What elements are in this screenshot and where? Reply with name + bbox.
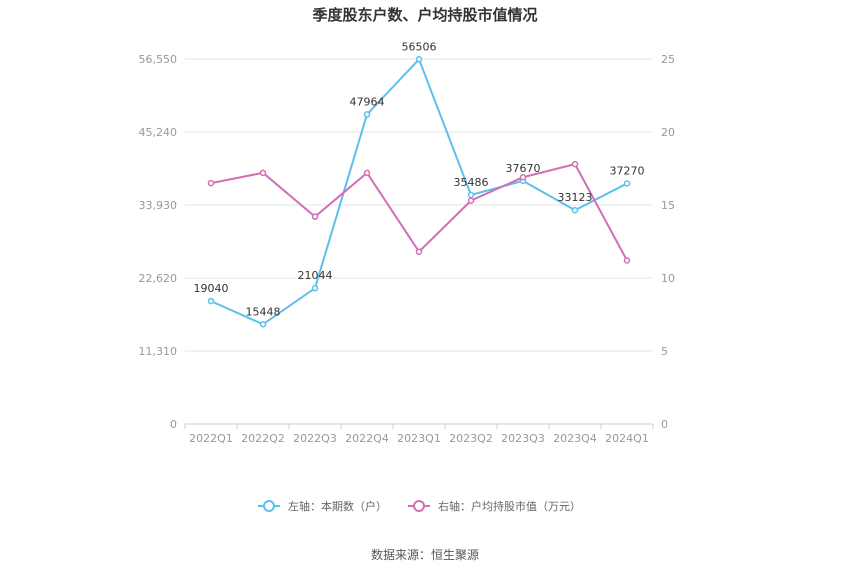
series-point-right (519, 174, 527, 181)
series-point-left (467, 191, 475, 199)
right-tick-label: 25 (661, 53, 675, 66)
right-tick-label: 5 (661, 345, 668, 358)
left-axis: 0 11,310 22,620 33,930 45,240 56,550 (139, 53, 178, 431)
left-tick-label: 11,310 (139, 345, 178, 358)
x-tick-label: 2022Q1 (189, 432, 233, 445)
x-tick-label: 2022Q3 (293, 432, 337, 445)
series-point-right (259, 169, 267, 177)
data-label: 37270 (610, 164, 645, 177)
legend-marker (413, 500, 425, 512)
grid-lines (185, 58, 653, 425)
series-point-left (207, 297, 215, 305)
legend-label: 右轴：户均持股市值（万元） (438, 499, 581, 513)
data-label: 19040 (194, 282, 229, 295)
left-tick-label: 0 (170, 418, 177, 431)
series-point-right (311, 213, 319, 220)
series-line-right (210, 162, 628, 261)
right-axis: 0 5 10 15 20 25 (661, 53, 675, 431)
left-tick-label: 56,550 (139, 53, 178, 66)
data-label: 21044 (298, 269, 333, 282)
data-label: 56506 (402, 40, 437, 53)
chart-title: 季度股东户数、户均持股市值情况 (312, 6, 538, 24)
x-tick-label: 2023Q2 (449, 432, 493, 445)
x-tick-label: 2022Q4 (345, 432, 389, 445)
series-group (207, 56, 631, 328)
x-tick-label: 2023Q3 (501, 432, 545, 445)
data-label: 15448 (246, 305, 281, 318)
legend-marker (263, 500, 275, 512)
series-point-left (571, 206, 579, 214)
x-tick-label: 2023Q4 (553, 432, 597, 445)
series-point-left (623, 180, 631, 187)
right-tick-label: 20 (661, 126, 675, 139)
right-tick-label: 15 (661, 199, 675, 212)
series-point-left (363, 111, 371, 118)
series-point-right (623, 257, 631, 264)
legend: 左轴：本期数（户） 右轴：户均持股市值（万元） (258, 499, 581, 513)
x-axis: 2022Q1 2022Q2 2022Q3 2022Q4 2023Q1 2023Q2 2023… (184, 424, 654, 445)
data-label: 33123 (558, 191, 593, 204)
left-tick-label: 45,240 (139, 126, 178, 139)
series-point-right (415, 248, 423, 255)
x-tick-label: 2024Q1 (605, 432, 649, 445)
left-tick-label: 22,620 (139, 272, 178, 285)
series-point-right (571, 160, 579, 168)
series-point-right (207, 179, 215, 187)
series-point-right (467, 197, 475, 204)
right-tick-label: 0 (661, 418, 668, 431)
series-point-left (311, 284, 319, 292)
right-tick-label: 10 (661, 272, 675, 285)
data-labels: 19040 15448 21044 47964 56506 35486 37670 33123… (194, 40, 645, 318)
legend-label: 左轴：本期数（户） (288, 499, 387, 513)
data-label: 37670 (506, 162, 541, 175)
data-source: 数据来源：恒生聚源 (370, 548, 479, 562)
left-tick-label: 33,930 (139, 199, 178, 212)
data-label: 35486 (454, 176, 489, 189)
x-tick-label: 2022Q2 (241, 432, 285, 445)
series-point-left (415, 56, 423, 63)
x-tick-label: 2023Q1 (397, 432, 441, 445)
data-label: 47964 (350, 95, 385, 108)
series-point-left (259, 321, 267, 328)
series-point-right (363, 169, 371, 177)
